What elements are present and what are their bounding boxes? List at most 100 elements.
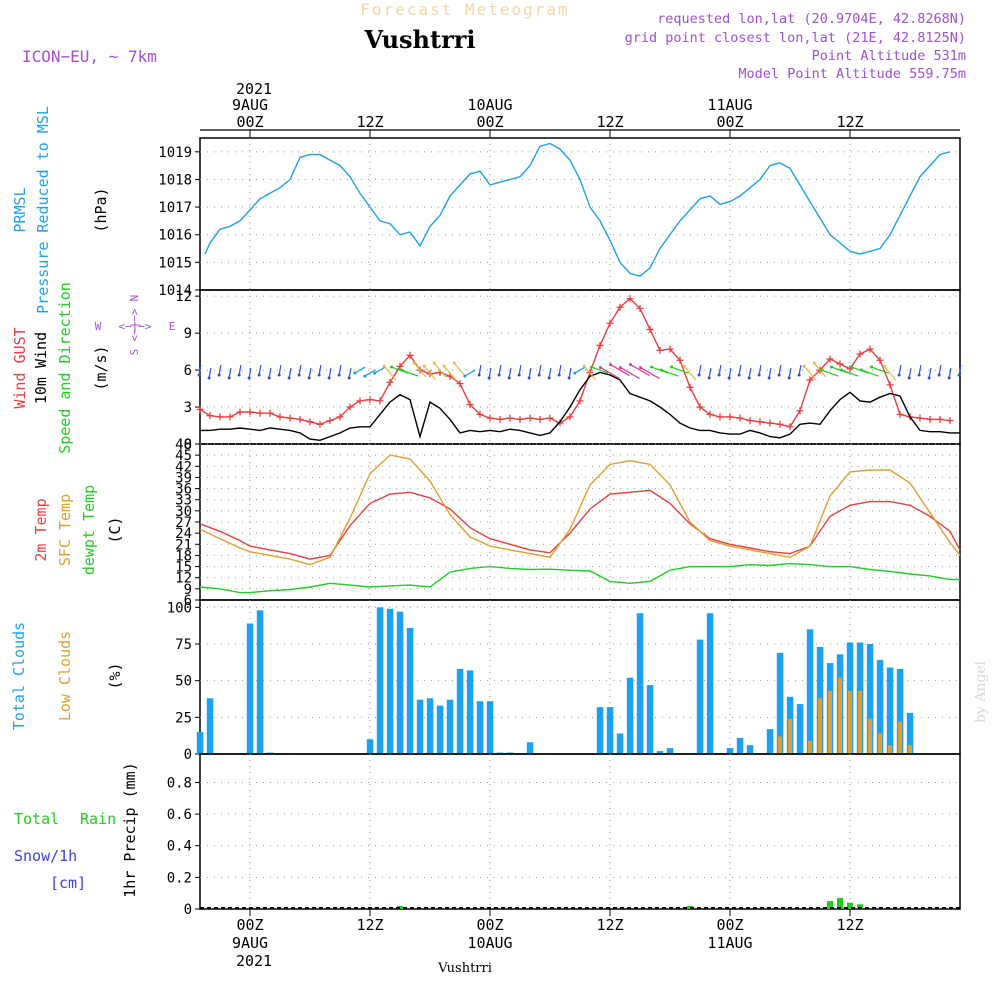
prmsl-label: PRMSL <box>11 187 29 232</box>
wind-arrow-head <box>882 364 886 368</box>
gust-marker <box>346 403 354 411</box>
gust-marker <box>916 414 924 422</box>
cloud-bar <box>446 699 454 754</box>
wind-arrow-head <box>850 365 854 369</box>
precip-snow-label: Snow/1h <box>14 847 77 865</box>
temperature-ytick-label: 12 <box>175 571 192 587</box>
wind-arrow-head <box>638 366 642 370</box>
temp-2m-label: 2m Temp <box>32 498 50 561</box>
wind-arrow-head <box>870 365 874 369</box>
temperature-ytick-label: 18 <box>175 548 192 564</box>
top-axis-hour-label: 00Z <box>236 113 263 131</box>
wind-arrow-head <box>373 371 377 375</box>
wind-arrow-head <box>327 376 331 380</box>
gust-marker <box>716 413 724 421</box>
gust-marker <box>756 418 764 426</box>
gust-marker <box>886 381 894 389</box>
clouds-ytick-label: 0 <box>184 747 192 763</box>
wind-arrow <box>600 367 620 380</box>
wind-arrow <box>548 368 552 379</box>
compass-arrows-vertical: <−|−> <box>128 308 141 341</box>
gust-marker <box>796 407 804 415</box>
wind-arrow <box>738 365 742 376</box>
cloud-bar <box>858 690 862 754</box>
model-label: ICON−EU, ~ 7km <box>22 47 157 66</box>
wind-arrow-head <box>277 373 281 377</box>
wind-arrow <box>583 365 597 381</box>
clouds-frame <box>199 599 961 755</box>
meteogram-title: Forecast Meteogram <box>360 0 569 19</box>
wind-arrow-head <box>507 376 511 380</box>
wind-arrow <box>958 365 962 376</box>
point-altitude: Point Altitude 531m <box>812 48 966 64</box>
gust-marker <box>196 406 204 414</box>
wind-arrow-head <box>840 368 844 372</box>
wind-10m-label: 10m Wind <box>32 332 50 404</box>
wind-arrow-head <box>682 364 686 368</box>
gust-marker <box>636 304 644 312</box>
gust-marker <box>806 376 814 384</box>
gust-marker <box>676 356 684 364</box>
wind-arrow <box>558 365 562 376</box>
wind-arrow-head <box>287 376 291 380</box>
total-clouds-label: Total Clouds <box>10 622 28 730</box>
gust-marker <box>366 396 374 404</box>
top-axis-hour-label: 12Z <box>836 113 863 131</box>
wind-arrow <box>574 366 586 374</box>
temperature-ytick-label: 42 <box>175 459 192 475</box>
gust-marker <box>626 295 634 303</box>
bottom-axis-hour-label: 12Z <box>836 916 863 934</box>
gust-marker <box>356 397 364 405</box>
cloud-bar <box>616 733 624 754</box>
gust-marker <box>266 409 274 417</box>
cloud-bar <box>396 611 404 754</box>
precip-ytick-label: 0.2 <box>167 870 192 886</box>
gust-marker <box>396 362 404 370</box>
cloud-bar <box>766 729 774 754</box>
wind-arrow <box>478 365 482 376</box>
wind-arrow-head <box>830 365 834 369</box>
wind-arrow-head <box>527 376 531 380</box>
wind-arrow-head <box>717 373 721 377</box>
temp-sfc-label: SFC Temp <box>56 494 74 566</box>
gust-marker <box>616 303 624 311</box>
wind-arrow <box>518 365 522 376</box>
wind-arrow-head <box>487 376 491 380</box>
panel-precip: 0 0.2 0.4 0.6 0.8 <box>167 753 961 918</box>
wind-arrow-head <box>582 364 586 368</box>
wind-arrow-head <box>317 373 321 377</box>
temperature-ytick-label: 30 <box>175 504 192 520</box>
cloud-bar <box>746 745 754 754</box>
cloud-bar <box>656 751 664 754</box>
wind-arrow-head <box>257 373 261 377</box>
temperature-ytick-label: 6 <box>184 593 192 609</box>
cloud-unit-label: (%) <box>106 662 124 689</box>
precip-bar <box>827 901 833 909</box>
wind-arrow <box>610 364 630 377</box>
cloud-bar <box>476 701 484 754</box>
wind-arrow-head <box>777 373 781 377</box>
gust-marker <box>546 414 554 422</box>
wind-arrow <box>898 365 902 376</box>
wind-ytick-label: 12 <box>175 289 192 305</box>
bottom-axis-date-label: 9AUG <box>232 934 268 952</box>
wind-labels: Wind GUST 10m Wind Speed and Direction (… <box>11 282 175 454</box>
wind-arrow-head <box>477 373 481 377</box>
panel-wind: 0 3 6 9 12 <box>175 289 962 453</box>
gust-marker <box>826 355 834 363</box>
gust-marker <box>476 410 484 418</box>
series-prmsl <box>204 142 951 277</box>
cloud-bar <box>246 623 254 754</box>
wind-arrow-head <box>452 361 456 365</box>
cloud-bar <box>896 668 904 754</box>
temperature-ytick-label: 33 <box>175 493 192 509</box>
wind-arrow <box>348 368 352 379</box>
wind-arrow-head <box>197 373 201 377</box>
wind-arrow-head <box>747 376 751 380</box>
wind-arrow-head <box>307 376 311 380</box>
cloud-labels: Total Clouds Low Clouds (%) <box>10 622 124 730</box>
precip-ytick-label: 0 <box>184 902 192 918</box>
wind-arrow-head <box>400 368 404 372</box>
bottom-axis-hour-label: 00Z <box>476 916 503 934</box>
